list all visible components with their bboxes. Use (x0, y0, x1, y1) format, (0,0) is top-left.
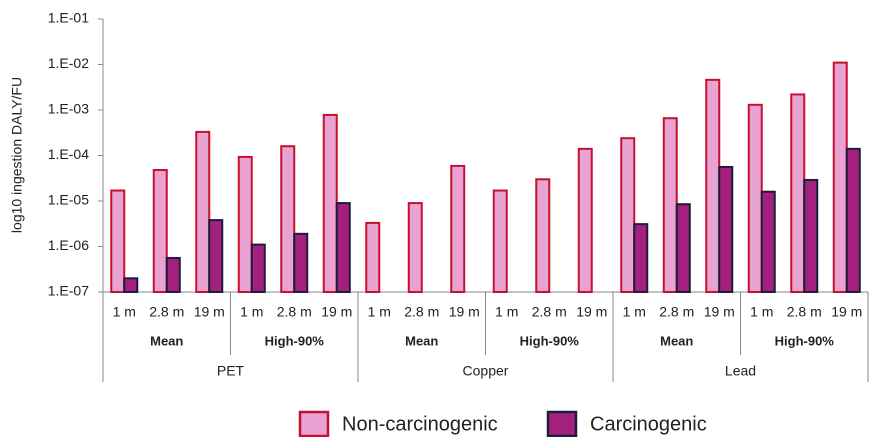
bar (845, 147, 861, 293)
bar (620, 137, 636, 293)
legend-label: Non-carcinogenic (342, 413, 498, 435)
bar (662, 117, 678, 293)
x-tick-label: 1 m (623, 304, 646, 320)
legend-swatch (298, 410, 330, 437)
y-tick-label: 1.E-07 (48, 283, 89, 299)
bar (335, 202, 351, 294)
bar (165, 256, 181, 294)
x-tick-label: 19 m (704, 304, 735, 320)
subgroup-label: High-90% (265, 333, 325, 348)
bar (577, 147, 593, 293)
bar (195, 130, 211, 293)
bar (675, 203, 691, 293)
y-axis-label: log10 ingestion DALY/FU (9, 77, 25, 233)
x-tick-label: 2.8 m (787, 304, 822, 320)
x-tick-label: 2.8 m (277, 304, 312, 320)
bar (633, 223, 649, 293)
subgroup-label: Mean (150, 333, 183, 348)
bar (705, 78, 721, 294)
bar (492, 189, 508, 293)
y-tick-label: 1.E-05 (48, 192, 89, 208)
group-label: PET (217, 363, 245, 379)
group-label: Copper (463, 363, 509, 379)
bar (123, 277, 139, 293)
x-tick-label: 1 m (750, 304, 773, 320)
x-tick-label: 19 m (321, 304, 352, 320)
bar (535, 178, 551, 293)
x-tick-label: 1 m (240, 304, 263, 320)
bar (450, 164, 466, 294)
x-tick-label: 19 m (194, 304, 225, 320)
legend-label: Carcinogenic (590, 413, 707, 435)
bar (237, 155, 253, 293)
bar (365, 221, 381, 294)
subgroup-label: Mean (660, 333, 693, 348)
y-tick-label: 1.E-03 (48, 101, 89, 117)
x-tick-label: 19 m (449, 304, 480, 320)
bar (322, 113, 338, 293)
x-tick-label: 2.8 m (532, 304, 567, 320)
subgroup-label: High-90% (520, 333, 580, 348)
bar (293, 232, 309, 293)
x-tick-label: 2.8 m (149, 304, 184, 320)
y-tick-label: 1.E-02 (48, 55, 89, 71)
bar (208, 219, 224, 293)
bar (760, 190, 776, 293)
bar (790, 93, 806, 293)
y-tick-label: 1.E-04 (48, 146, 89, 162)
y-tick-label: 1.E-06 (48, 237, 89, 253)
bar (832, 61, 848, 293)
x-tick-label: 19 m (576, 304, 607, 320)
bar (803, 178, 819, 293)
bar (152, 169, 168, 293)
subgroup-label: Mean (405, 333, 438, 348)
legend-swatch (546, 410, 578, 437)
bar (718, 165, 734, 293)
group-label: Lead (725, 363, 756, 379)
x-tick-label: 1 m (495, 304, 518, 320)
x-tick-label: 19 m (831, 304, 862, 320)
bar (280, 145, 296, 293)
subgroup-label: High-90% (775, 333, 835, 348)
bar (407, 202, 423, 294)
bar (747, 103, 763, 293)
bar (110, 189, 126, 293)
x-tick-label: 2.8 m (404, 304, 439, 320)
y-tick-label: 1.E-01 (48, 10, 89, 26)
x-tick-label: 1 m (113, 304, 136, 320)
x-tick-label: 2.8 m (659, 304, 694, 320)
x-tick-label: 1 m (368, 304, 391, 320)
bar (250, 243, 266, 294)
